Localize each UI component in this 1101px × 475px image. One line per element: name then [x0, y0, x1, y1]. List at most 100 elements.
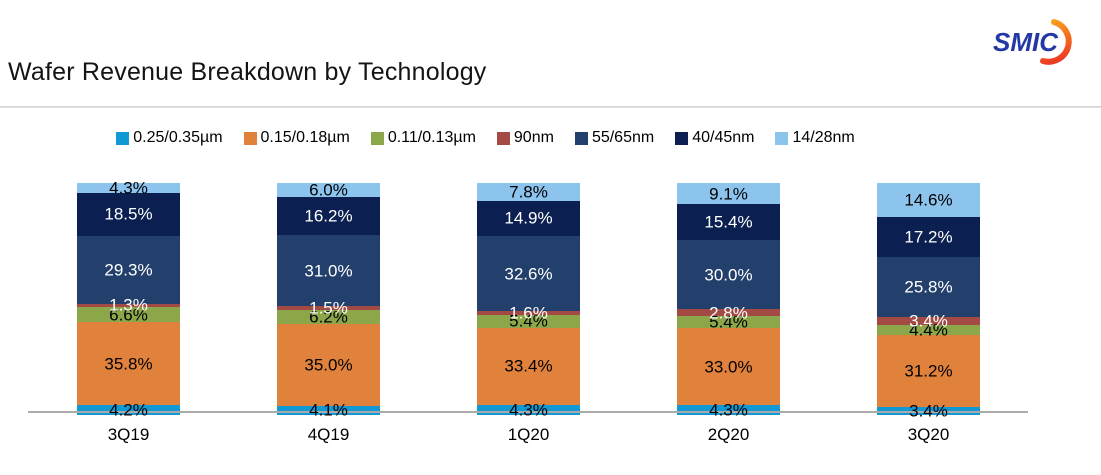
segment-value-label: 2.8%: [709, 303, 748, 323]
stacked-bar-3q20: 3.4% 31.2% 4.4% 3.4% 25.8% 17.2% 14.6%: [877, 183, 980, 420]
legend-label: 14/28nm: [792, 129, 855, 146]
segment-value-label: 6.0%: [309, 180, 348, 200]
bar-segment-0-15-0-18um: 35.8%: [77, 322, 180, 406]
segment-value-label: 30.0%: [704, 265, 753, 285]
legend-label: 0.15/0.18µm: [260, 129, 350, 146]
segment-value-label: 1.3%: [109, 295, 148, 315]
legend-label: 90nm: [513, 129, 554, 146]
legend-swatch-icon: [370, 131, 384, 145]
segment-value-label: 16.2%: [304, 206, 353, 226]
x-axis-label-1q20: 1Q20: [507, 425, 550, 444]
legend-swatch-icon: [574, 131, 588, 145]
legend-swatch-icon: [496, 131, 510, 145]
legend-swatch-icon: [116, 131, 130, 145]
bar-segment-40-45nm: 18.5%: [77, 193, 180, 236]
bar-segment-55-65nm: 25.8%: [877, 256, 980, 317]
bar-segment-0-15-0-18um: 31.2%: [877, 334, 980, 408]
legend-label: 40/45nm: [692, 129, 755, 146]
segment-value-label: 29.3%: [104, 260, 153, 280]
segment-value-label: 4.3%: [709, 400, 748, 420]
segment-value-label: 31.0%: [304, 261, 353, 281]
x-axis-label-3q19: 3Q19: [107, 425, 150, 444]
bar-segment-14-28nm: 7.8%: [477, 182, 580, 202]
segment-value-label: 32.6%: [504, 264, 553, 284]
segment-value-label: 3.4%: [909, 311, 948, 331]
x-axis-label-2q20: 2Q20: [707, 425, 750, 444]
bar-segment-90nm: 3.4%: [877, 312, 980, 329]
bar-segment-0-15-0-18um: 33.4%: [477, 327, 580, 406]
segment-value-label: 35.0%: [304, 355, 353, 375]
segment-value-label: 4.3%: [109, 178, 148, 198]
legend-item-90nm: 90nm: [496, 129, 554, 147]
bar-segment-0-15-0-18um: 35.0%: [277, 324, 380, 406]
stacked-bar-3q19: 4.2% 35.8% 6.6% 1.3% 29.3% 18.5% 4.3%: [77, 180, 180, 419]
bar-segment-0-25-0-35um: 4.2%: [77, 402, 180, 419]
segment-value-label: 9.1%: [709, 184, 748, 204]
smic-logo: SMIC: [991, 16, 1083, 68]
bar-segment-55-65nm: 32.6%: [477, 235, 580, 312]
legend-label: 0.25/0.35µm: [133, 129, 223, 146]
legend-swatch-icon: [775, 131, 789, 145]
bar-segment-55-65nm: 30.0%: [677, 239, 780, 310]
bar-segment-90nm: 2.8%: [677, 304, 780, 321]
bar-segment-0-11-0-13um: 4.4%: [877, 321, 980, 338]
legend-swatch-icon: [243, 131, 257, 145]
smic-logo-text: SMIC: [993, 27, 1059, 57]
legend-swatch-icon: [675, 131, 689, 145]
bar-segment-0-25-0-35um: 4.1%: [277, 402, 380, 419]
bar-segment-0-25-0-35um: 3.4%: [877, 403, 980, 420]
bar-segment-14-28nm: 6.0%: [277, 180, 380, 200]
bar-segment-90nm: 1.5%: [277, 300, 380, 317]
x-axis-label-3q20: 3Q20: [907, 425, 950, 444]
segment-value-label: 4.4%: [909, 320, 948, 340]
bar-segment-0-11-0-13um: 5.4%: [677, 312, 780, 332]
bar-segment-0-11-0-13um: 6.6%: [77, 305, 180, 325]
segment-value-label: 4.3%: [509, 400, 548, 420]
segment-value-label: 4.2%: [109, 400, 148, 420]
bar-segment-0-25-0-35um: 4.3%: [477, 402, 580, 419]
legend: 0.25/0.35µm 0.15/0.18µm 0.11/0.13µm 90nm 55/…: [0, 129, 1101, 147]
bar-segment-0-25-0-35um: 4.3%: [677, 402, 780, 419]
bar-segment-55-65nm: 29.3%: [77, 235, 180, 304]
segment-value-label: 7.8%: [509, 182, 548, 202]
segment-value-label: 4.1%: [309, 400, 348, 420]
legend-label: 55/65nm: [591, 129, 655, 146]
segment-value-label: 6.2%: [309, 307, 348, 327]
segment-value-label: 5.4%: [509, 311, 548, 331]
bar-segment-40-45nm: 16.2%: [277, 196, 380, 235]
segment-value-label: 6.6%: [109, 305, 148, 325]
stacked-bar-4q19: 4.1% 35.0% 6.2% 1.5% 31.0% 16.2% 6.0%: [277, 180, 380, 419]
segment-value-label: 18.5%: [104, 204, 153, 224]
bar-segment-90nm: 1.3%: [77, 297, 180, 314]
segment-value-label: 35.8%: [104, 354, 153, 374]
legend-label: 0.11/0.13µm: [387, 129, 476, 146]
bar-segment-40-45nm: 15.4%: [677, 204, 780, 240]
bar-segment-40-45nm: 14.9%: [477, 201, 580, 236]
bar-segment-14-28nm: 4.3%: [77, 180, 180, 197]
smic-logo-icon: SMIC: [993, 19, 1072, 65]
segment-value-label: 25.8%: [904, 277, 953, 297]
bar-segment-0-11-0-13um: 6.2%: [277, 307, 380, 327]
bar-segment-40-45nm: 17.2%: [877, 216, 980, 257]
segment-value-label: 3.4%: [909, 401, 948, 421]
segment-value-label: 1.6%: [509, 303, 548, 323]
page-title: Wafer Revenue Breakdown by Technology: [8, 58, 487, 86]
x-axis-label-4q19: 4Q19: [307, 425, 350, 444]
segment-value-label: 15.4%: [704, 212, 753, 232]
segment-value-label: 14.6%: [904, 190, 953, 210]
segment-value-label: 17.2%: [904, 227, 953, 247]
stacked-bar-2q20: 4.3% 33.0% 5.4% 2.8% 30.0% 15.4% 9.1%: [677, 183, 780, 419]
bar-segment-14-28nm: 14.6%: [877, 183, 980, 217]
legend-item-0-15-0-18um: 0.15/0.18µm: [243, 129, 350, 147]
segment-value-label: 5.4%: [709, 312, 748, 332]
segment-value-label: 1.5%: [309, 298, 348, 318]
bar-segment-0-11-0-13um: 5.4%: [477, 311, 580, 331]
legend-item-40-45nm: 40/45nm: [675, 129, 754, 147]
bar-segment-90nm: 1.6%: [477, 305, 580, 322]
legend-item-14-28nm: 14/28nm: [775, 129, 855, 147]
bar-segment-55-65nm: 31.0%: [277, 234, 380, 307]
segment-value-label: 14.9%: [504, 208, 553, 228]
segment-value-label: 33.0%: [704, 357, 753, 377]
